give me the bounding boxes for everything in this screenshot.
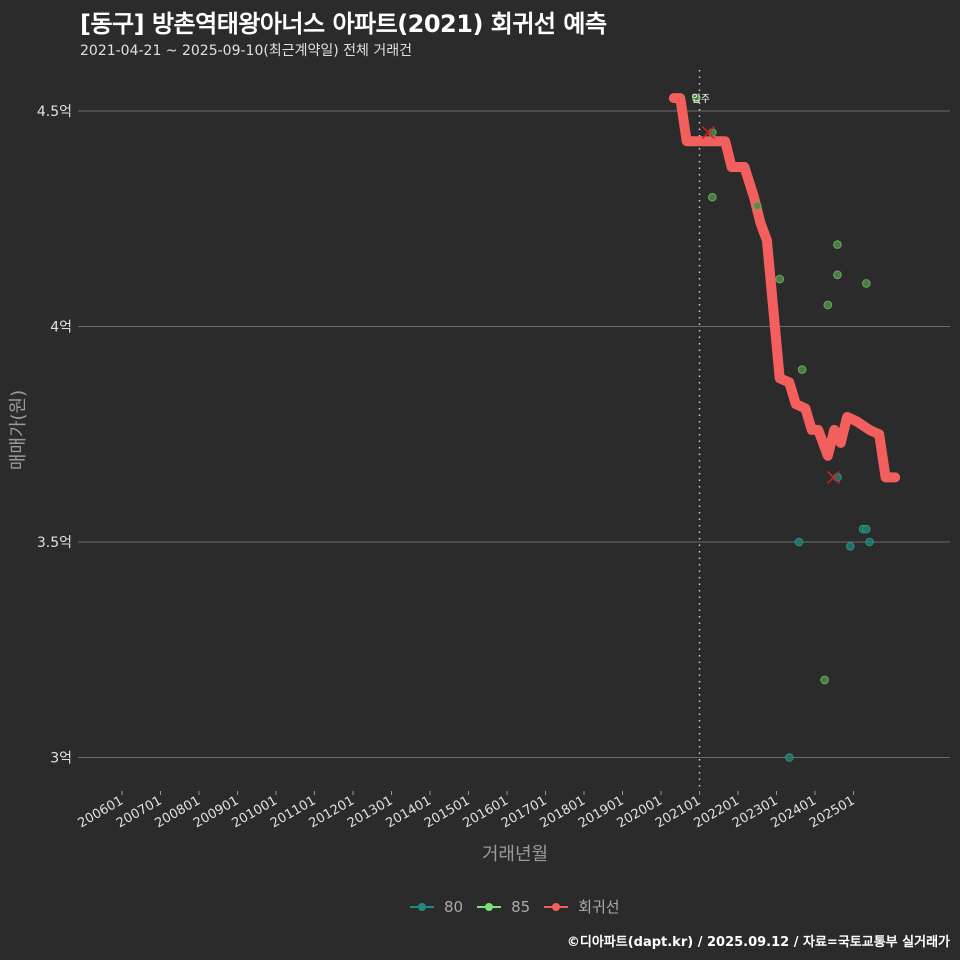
legend-85-key-icon xyxy=(477,901,502,913)
page-subtitle: 2021-04-21 ~ 2025-09-10(최근계약일) 전체 거래건 xyxy=(80,43,412,59)
y-tick-label: 3억 xyxy=(50,751,72,767)
data-point-85 xyxy=(708,128,717,137)
data-point-80 xyxy=(845,542,855,551)
source-credit: ©디아파트(dapt.kr) / 2025.09.12 / 자료=국토교통부 실… xyxy=(566,935,950,950)
data-point-85 xyxy=(752,201,762,211)
y-tick-label: 4.5억 xyxy=(37,104,72,120)
legend-80-key-icon xyxy=(410,901,434,913)
data-point-80 xyxy=(833,473,842,482)
move-in-label: 입주 xyxy=(692,92,710,105)
y-tick-label: 4억 xyxy=(50,320,72,336)
excluded-x-icon xyxy=(701,126,715,140)
legend-item-80: 80 xyxy=(410,898,463,916)
data-point-85 xyxy=(691,93,701,103)
data-point-80 xyxy=(794,537,804,547)
legend-regression-label: 회귀선 xyxy=(578,898,620,916)
data-point-85 xyxy=(823,300,833,310)
excluded-x-icon xyxy=(826,470,840,484)
y-tick-label: 3.5억 xyxy=(37,535,72,551)
data-point-80 xyxy=(785,753,794,762)
data-point-85 xyxy=(833,270,842,280)
legend-80-label: 80 xyxy=(444,897,464,916)
data-point-85 xyxy=(833,240,842,249)
data-point-80 xyxy=(865,537,874,547)
data-point-85 xyxy=(862,279,871,288)
legend-item-regression: 회귀선 xyxy=(544,896,620,917)
data-point-80 xyxy=(862,524,871,534)
data-point-85 xyxy=(708,192,717,202)
page-title: [동구] 방촌역태왕아너스 아파트(2021) 회귀선 예측 xyxy=(80,10,607,38)
x-axis-title: 거래년월 xyxy=(482,844,548,865)
legend-item-85: 85 xyxy=(477,898,530,916)
regression-line xyxy=(668,93,901,483)
y-axis-title: 매매가(원) xyxy=(8,390,29,470)
chart-legend: 80 85 회귀선 xyxy=(410,896,626,917)
legend-regression-key-icon xyxy=(544,901,569,913)
data-point-85 xyxy=(797,365,807,374)
data-point-85 xyxy=(775,274,785,284)
legend-85-label: 85 xyxy=(511,897,531,916)
data-point-85 xyxy=(820,675,829,685)
